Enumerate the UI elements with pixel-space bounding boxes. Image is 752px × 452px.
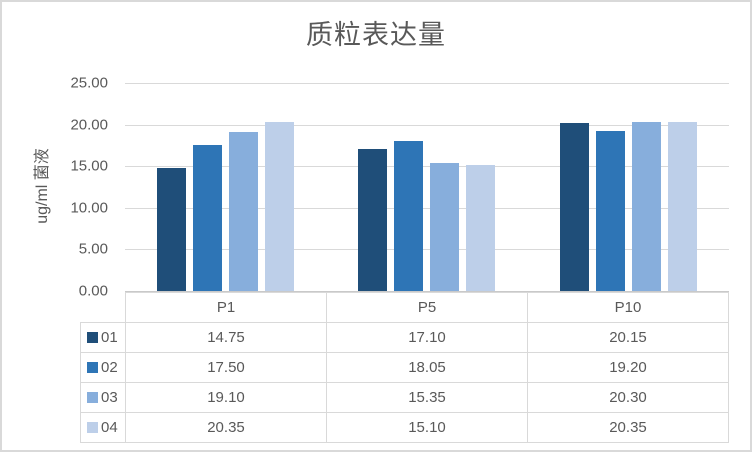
series-label: 03 [101, 388, 118, 406]
y-tick-label: 25.00 [70, 74, 108, 92]
plot-area [125, 83, 729, 292]
bar-04-P1 [265, 121, 295, 291]
series-label: 02 [101, 358, 118, 376]
bar-01-P10 [559, 123, 589, 291]
y-tick-label: 5.00 [78, 240, 108, 258]
bar-01-P1 [157, 168, 187, 291]
column-header-P10: P10 [527, 292, 729, 323]
table-cell-03-P10: 20.30 [527, 381, 729, 413]
y-tick-label: 0.00 [78, 282, 108, 300]
gridline [125, 207, 729, 209]
bar-04-P5 [466, 165, 496, 291]
table-header-row: P1 P5 P10 [81, 292, 729, 323]
gridline [125, 166, 729, 168]
table-cell-01-P1: 14.75 [125, 321, 327, 353]
table-cell-02-P5: 18.05 [326, 351, 528, 383]
series-label: 04 [101, 418, 118, 436]
bar-03-P5 [430, 163, 460, 291]
gridline [125, 291, 729, 292]
y-tick-label: 15.00 [70, 157, 108, 175]
legend-swatch-icon [87, 361, 98, 373]
legend-swatch-icon [87, 391, 98, 403]
table-corner-cell [81, 293, 126, 323]
bar-02-P10 [595, 131, 625, 291]
y-tick-label: 10.00 [70, 199, 108, 217]
bar-03-P1 [229, 132, 259, 291]
bar-groups [125, 83, 729, 291]
series-label: 01 [101, 328, 118, 346]
gridline [125, 249, 729, 251]
gridline [125, 124, 729, 126]
legend-cell-02: 02 [80, 351, 126, 383]
table-cell-01-P10: 20.15 [527, 321, 729, 353]
bar-group-P10 [528, 83, 729, 291]
bar-group-P5 [326, 83, 527, 291]
data-table: P1 P5 P10 01 14.75 17.10 20.15 02 17.50 18.05 19.… [80, 292, 729, 443]
table-body: 01 14.75 17.10 20.15 02 17.50 18.05 19.20 03 19.1… [80, 321, 729, 443]
table-row-02: 02 17.50 18.05 19.20 [80, 351, 729, 383]
legend-cell-01: 01 [80, 321, 126, 353]
bar-03-P10 [631, 122, 661, 291]
y-axis: 25.00 20.00 15.00 10.00 5.00 0.00 [0, 75, 108, 300]
bar-02-P1 [193, 145, 223, 291]
bar-group-P1 [125, 83, 326, 291]
legend-swatch-icon [87, 421, 98, 433]
table-row-01: 01 14.75 17.10 20.15 [80, 321, 729, 353]
bar-04-P10 [667, 121, 697, 291]
table-cell-03-P5: 15.35 [326, 381, 528, 413]
y-tick-label: 20.00 [70, 116, 108, 134]
table-row-04: 04 20.35 15.10 20.35 [80, 411, 729, 443]
legend-cell-03: 03 [80, 381, 126, 413]
column-header-P1: P1 [125, 292, 327, 323]
table-cell-04-P10: 20.35 [527, 411, 729, 443]
table-cell-04-P1: 20.35 [125, 411, 327, 443]
legend-cell-04: 04 [80, 411, 126, 443]
legend-swatch-icon [87, 331, 98, 343]
column-header-P5: P5 [326, 292, 528, 323]
bar-01-P5 [358, 148, 388, 291]
table-cell-03-P1: 19.10 [125, 381, 327, 413]
table-cell-02-P1: 17.50 [125, 351, 327, 383]
chart-title: 质粒表达量 [306, 20, 446, 50]
table-row-03: 03 19.10 15.35 20.30 [80, 381, 729, 413]
bar-02-P5 [394, 140, 424, 291]
table-cell-02-P10: 19.20 [527, 351, 729, 383]
table-cell-04-P5: 15.10 [326, 411, 528, 443]
gridline [125, 83, 729, 84]
table-cell-01-P5: 17.10 [326, 321, 528, 353]
